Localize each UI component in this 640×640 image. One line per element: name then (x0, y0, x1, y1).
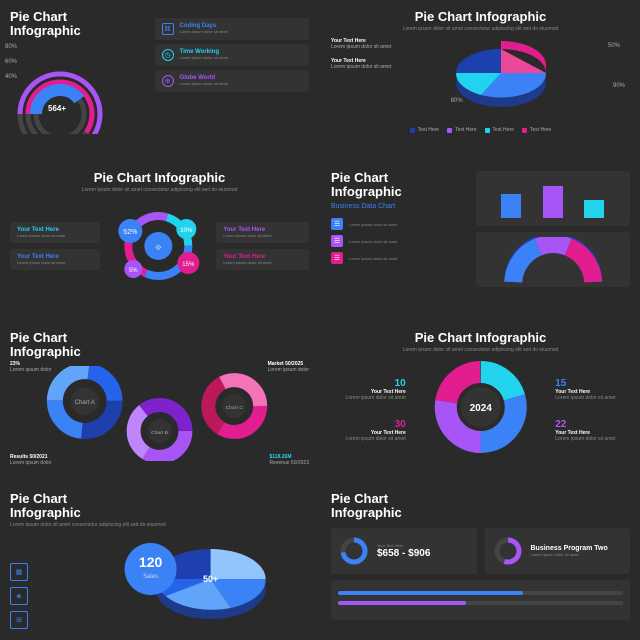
svg-text:10%: 10% (180, 228, 193, 234)
svg-text:Chart A: Chart A (75, 400, 95, 406)
legend: Text Here Text Here Text Here Text Here (331, 127, 630, 133)
svg-text:50+: 50+ (203, 574, 218, 584)
triple-donut: Chart A Chart B Chart C (10, 366, 309, 461)
slide-7: Pie ChartInfographic Lorem ipsum dolor s… (0, 482, 319, 640)
list-icon: ☰ (331, 235, 343, 247)
center-value: 564+ (48, 104, 66, 113)
info-card: ⊕ Globe WorldLorem ipsum dolor sit amet (155, 70, 309, 92)
title: Pie ChartInfographic (10, 10, 145, 39)
globe-icon: ⊕ (162, 75, 174, 87)
slide-4: Pie ChartInfographic Business Data Chart… (321, 161, 640, 320)
box-icon: ⊞ (10, 611, 28, 629)
svg-text:120: 120 (139, 554, 163, 570)
grid-icon: ▦ (10, 563, 28, 581)
range-value: $658 - $906 (377, 548, 430, 559)
slide-1: Pie ChartInfographic 564+ 80% 60% 40% (0, 0, 319, 159)
radial-chart (10, 44, 110, 134)
bar-chart (476, 171, 630, 226)
donut-chart: 2024 (406, 357, 556, 462)
slide-2: Pie Chart Infographic Lorem ipsum dolor … (321, 0, 640, 159)
svg-text:52%: 52% (123, 229, 137, 236)
pie-3d (436, 38, 566, 118)
title: Pie Chart Infographic (331, 10, 630, 24)
diamond-icon: ◈ (10, 587, 28, 605)
clock-icon: ◷ (162, 49, 174, 61)
program-label: Business Program Two (531, 545, 608, 552)
slide-6: Pie Chart Infographic Lorem ipsum dolor … (321, 321, 640, 480)
slide-8: Pie ChartInfographic Your Text Here $658… (321, 482, 640, 640)
info-card: ◷ Time WorkingLorem ipsum dolor sit amet (155, 44, 309, 66)
title: Pie ChartInfographic (331, 171, 466, 200)
svg-text:15%: 15% (182, 262, 195, 268)
svg-text:⟐: ⟐ (155, 243, 162, 252)
gauge-chart (476, 232, 630, 287)
svg-text:Sales: Sales (143, 574, 158, 580)
progress-panel (331, 580, 630, 620)
title: Pie ChartInfographic (10, 492, 309, 521)
svg-text:Chart C: Chart C (226, 405, 244, 411)
pie-3d-exploded: 120 Sales 50+ (72, 534, 309, 629)
title: Pie Chart Infographic (331, 331, 630, 345)
slide-3: Pie Chart Infographic Lorem ipsum dolor … (0, 161, 319, 320)
code-icon: ⌘ (162, 23, 174, 35)
ring-icon (339, 536, 369, 566)
bubble-chart: ⟐ 52% 10% 15% 5% (106, 201, 211, 291)
ring-icon (493, 536, 523, 566)
title: Pie ChartInfographic (10, 331, 309, 360)
title: Pie ChartInfographic (331, 492, 630, 521)
svg-text:2024: 2024 (469, 403, 492, 414)
list-icon: ☰ (331, 252, 343, 264)
slide-5: Pie ChartInfographic 23%Lorem ipsum dolo… (0, 321, 319, 480)
svg-text:5%: 5% (129, 268, 138, 274)
info-card: ⌘ Coding DaysLorem ipsum dolor sit amet (155, 18, 309, 40)
svg-text:Chart B: Chart B (151, 430, 169, 436)
title: Pie Chart Infographic (10, 171, 309, 185)
list-icon: ☰ (331, 218, 343, 230)
